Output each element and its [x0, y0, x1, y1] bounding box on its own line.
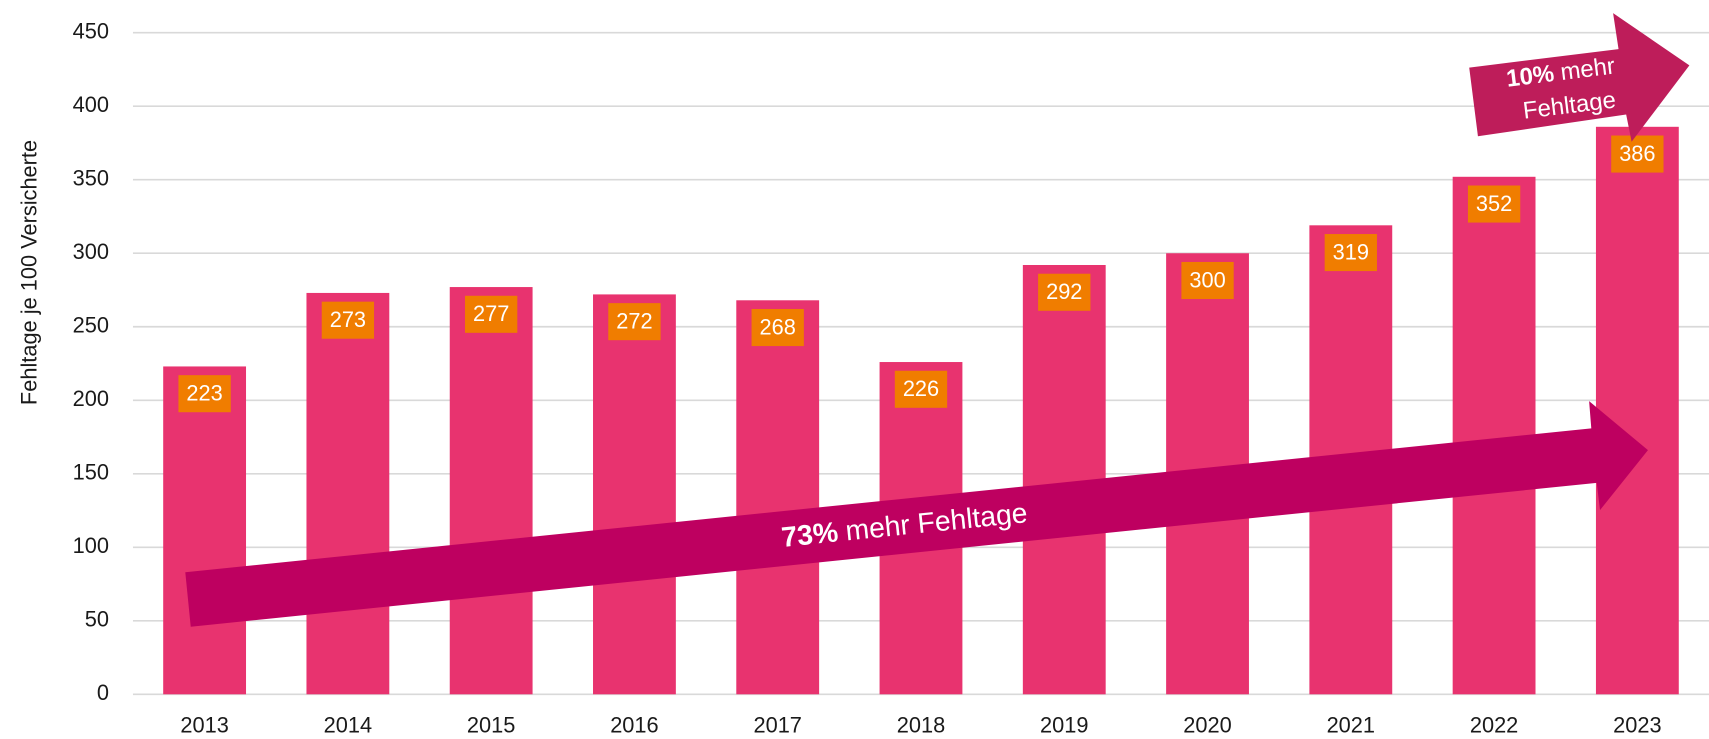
y-axis-title: Fehltage je 100 Versicherte [16, 140, 41, 405]
data-label: 352 [1476, 191, 1512, 216]
trend-arrow [185, 401, 1648, 627]
data-label-box [178, 375, 231, 413]
data-label-box [1467, 185, 1521, 223]
data-label: 226 [903, 376, 939, 401]
annotation-bold: 10% [1505, 60, 1556, 93]
annotation-bold: 73% [780, 517, 840, 555]
x-tick-label: 2020 [1183, 713, 1231, 738]
data-label: 223 [186, 381, 222, 406]
bar [449, 287, 533, 695]
data-label: 268 [760, 314, 796, 339]
data-label: 292 [1046, 279, 1082, 304]
data-label: 319 [1333, 239, 1369, 264]
y-tick-label: 100 [73, 533, 109, 558]
x-tick-label: 2021 [1327, 713, 1375, 738]
data-label: 386 [1619, 141, 1655, 166]
x-tick-label: 2017 [753, 713, 801, 738]
y-tick-label: 250 [73, 313, 109, 338]
bar [736, 300, 820, 695]
data-label-box [321, 301, 375, 339]
y-tick-label: 350 [73, 165, 109, 190]
bars: 2013 223 2014 273 2015 277 2016 272 2017 268 2018 2… [163, 126, 1679, 738]
bar [593, 294, 676, 695]
bar [163, 366, 247, 695]
data-label: 300 [1189, 267, 1225, 292]
data-label: 273 [330, 307, 366, 332]
change-arrow [1469, 13, 1690, 142]
x-tick-label: 2014 [324, 713, 372, 738]
y-tick-label: 450 [73, 18, 109, 43]
x-tick-label: 2023 [1613, 713, 1661, 738]
data-label-box [465, 295, 518, 333]
x-tick-label: 2019 [1040, 713, 1088, 738]
x-tick-label: 2015 [467, 713, 515, 738]
bar [306, 292, 390, 695]
data-label-box [751, 309, 804, 347]
data-label-box [894, 370, 948, 408]
data-label-box [1611, 135, 1664, 173]
change-annotation: 10% mehr [1505, 53, 1617, 93]
data-label: 272 [616, 308, 652, 333]
data-label-box [1038, 273, 1091, 311]
y-tick-label: 150 [73, 460, 109, 485]
x-tick-label: 2022 [1470, 713, 1518, 738]
data-label: 277 [473, 301, 509, 326]
x-tick-label: 2013 [180, 713, 228, 738]
x-tick-label: 2018 [897, 713, 945, 738]
y-tick-label: 0 [97, 680, 109, 705]
y-tick-label: 200 [73, 386, 109, 411]
x-tick-label: 2016 [610, 713, 658, 738]
bar [1595, 126, 1679, 695]
data-label-box [1324, 234, 1377, 272]
y-tick-label: 400 [73, 92, 109, 117]
data-label-box [1181, 261, 1234, 300]
y-tick-label: 50 [85, 607, 109, 632]
annotation-text: mehr [1559, 53, 1617, 86]
y-tick-label: 300 [73, 239, 109, 264]
data-label-box [608, 303, 661, 341]
